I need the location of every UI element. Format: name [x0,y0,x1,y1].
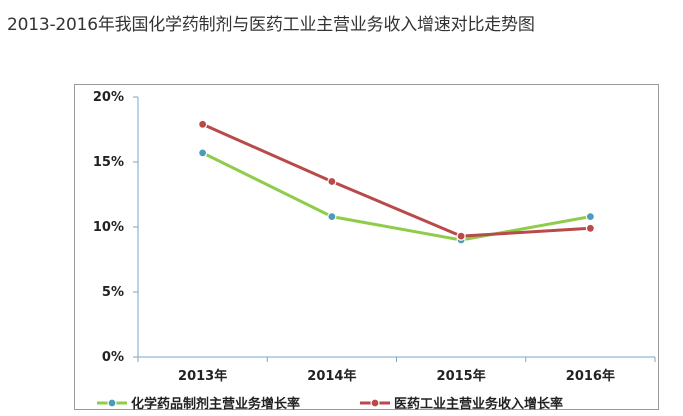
series-1-point [327,212,337,222]
legend-label: 医药工业主营业务收入增长率 [394,396,563,411]
y-tick-label: 0% [102,350,124,365]
legend-swatch-marker [107,398,117,408]
chart-axes [133,96,656,362]
x-axis-tick-labels: 2013年 2014年 2015年 2016年 [178,368,615,384]
series-2-point [456,231,466,241]
series-line-1 [201,151,591,242]
y-tick-label: 10% [93,220,124,235]
series-1-point [585,212,595,222]
series-2-point [327,176,337,187]
y-tick-label: 20% [93,90,124,105]
x-tick-label: 2014年 [307,368,356,384]
line-chart: 0% 5% 10% 15% 20% 2013年 2014年 2015年 2016年 化学药品制… [93,90,656,411]
x-tick-label: 2013年 [178,368,227,384]
series-2-point [585,223,595,233]
y-axis-tick-labels: 0% 5% 10% 15% 20% [93,90,124,365]
chart-frame: 0% 5% 10% 15% 20% 2013年 2014年 2015年 2016年 化学药品制… [74,84,659,411]
legend: 化学药品制剂主营业务增长率 医药工业主营业务收入增长率 [97,396,563,411]
x-tick-label: 2015年 [437,368,486,384]
series-2-point [198,119,208,129]
legend-swatch-marker [370,398,380,408]
legend-label: 化学药品制剂主营业务增长率 [131,396,300,411]
series-layer [198,119,595,245]
y-tick-label: 15% [93,155,124,170]
y-tick-label: 5% [102,285,124,300]
x-tick-label: 2016年 [566,368,615,384]
series-1-point [198,148,208,158]
series-line-2 [202,122,591,238]
page-title: 2013-2016年我国化学药制剂与医药工业主营业务收入增速对比走势图 [7,15,535,35]
